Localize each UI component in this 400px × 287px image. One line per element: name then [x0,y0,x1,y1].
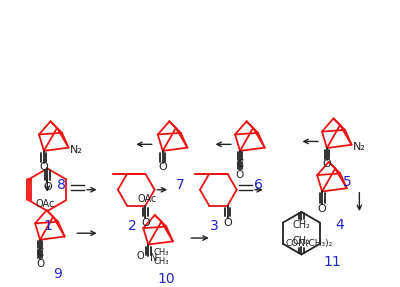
Text: 6: 6 [254,178,262,192]
Text: 4: 4 [336,218,344,232]
Text: 9: 9 [54,267,62,281]
Text: OAc: OAc [138,194,157,204]
Text: 7: 7 [176,178,185,192]
Text: O: O [141,218,150,228]
Text: 3: 3 [210,220,219,233]
Text: CH₃: CH₃ [154,248,170,257]
Text: N: N [150,253,158,263]
Text: 8: 8 [58,178,66,192]
Text: O: O [36,259,44,269]
Text: O: O [236,170,244,180]
Text: 5: 5 [344,175,352,189]
Text: O: O [158,162,167,172]
Text: 2: 2 [128,220,137,233]
Text: 1: 1 [43,220,52,233]
Text: O: O [318,204,326,214]
Text: N₂: N₂ [70,145,83,155]
Text: CH₃: CH₃ [154,257,170,267]
Text: C: C [236,160,244,169]
Text: O: O [43,182,52,192]
Text: C: C [36,248,44,258]
Text: CH₂: CH₂ [292,236,310,246]
Text: 10: 10 [157,272,175,286]
Text: O: O [137,251,144,261]
Text: O: O [223,218,232,228]
Text: CON(CH₃)₂: CON(CH₃)₂ [286,239,333,248]
Text: CH₂: CH₂ [292,220,310,230]
Text: O: O [40,162,48,172]
Text: N₂: N₂ [353,142,366,152]
Text: O: O [322,160,331,169]
Text: 11: 11 [324,255,341,269]
Text: OAc: OAc [36,199,55,209]
